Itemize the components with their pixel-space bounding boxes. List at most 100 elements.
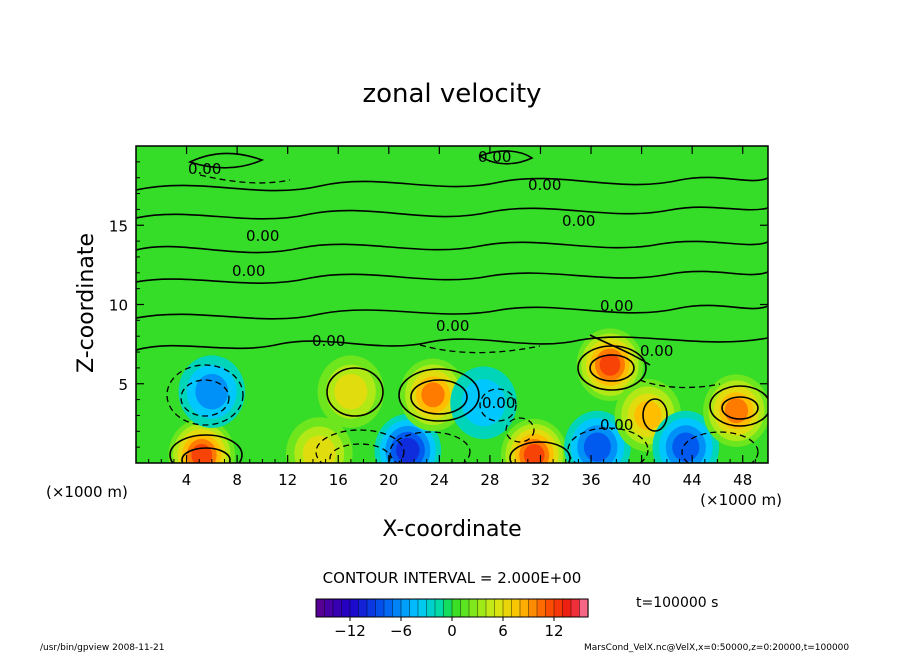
contour-label: 0.00 bbox=[528, 176, 561, 194]
contour-line bbox=[187, 152, 265, 169]
contour-line bbox=[136, 304, 768, 320]
contour-line bbox=[721, 396, 759, 420]
contour-line bbox=[169, 434, 243, 463]
colorbar-swatch bbox=[545, 598, 555, 618]
contour-line bbox=[326, 367, 384, 417]
colorbar-swatch bbox=[366, 598, 377, 618]
contour-line bbox=[642, 398, 668, 432]
colorbar-swatch bbox=[434, 598, 445, 618]
contour-line bbox=[410, 379, 468, 415]
colorbar-swatch bbox=[485, 598, 496, 618]
x-tick-label: 28 bbox=[480, 471, 499, 489]
x-tick-label: 20 bbox=[379, 471, 398, 489]
contour-label: 0.00 bbox=[600, 416, 633, 434]
contour-labels: 0.00 0.00 0.00 0.00 0.00 0.00 0.00 0.00 … bbox=[188, 148, 673, 434]
contour-line bbox=[589, 334, 651, 366]
contour-line-negative bbox=[166, 364, 244, 426]
colorbar-tick-label: 12 bbox=[544, 622, 563, 640]
colorbar-swatch bbox=[443, 598, 453, 618]
field-feature bbox=[178, 355, 246, 429]
y-tick-label: 5 bbox=[118, 376, 128, 394]
contour-line bbox=[709, 385, 768, 427]
colorbar-swatch bbox=[417, 598, 428, 618]
plot-area: 0.00 0.00 0.00 0.00 0.00 0.00 0.00 0.00 … bbox=[135, 145, 769, 464]
contour-label: 0.00 bbox=[600, 297, 633, 315]
time-label: t=100000 s bbox=[636, 595, 718, 611]
colorbar-swatch bbox=[519, 598, 530, 618]
field-level bbox=[195, 373, 229, 410]
colorbar-swatch bbox=[502, 598, 513, 618]
contour-label: 0.00 bbox=[232, 262, 265, 280]
colorbar-swatch bbox=[375, 598, 385, 618]
x-tick-label: 44 bbox=[683, 471, 702, 489]
colorbar-swatch bbox=[468, 598, 479, 618]
contour-line bbox=[136, 336, 768, 351]
x-tick-label: 48 bbox=[733, 471, 752, 489]
colorbar-swatch bbox=[409, 598, 419, 618]
field-level bbox=[302, 435, 336, 463]
field-level bbox=[583, 432, 612, 462]
colorbar-swatch bbox=[511, 598, 521, 618]
field-feature bbox=[317, 355, 385, 429]
contour-line-negative bbox=[199, 174, 291, 184]
x-tick-label: 36 bbox=[581, 471, 600, 489]
contour-lines bbox=[136, 150, 768, 463]
field-level bbox=[634, 400, 662, 430]
colorbar-swatch bbox=[451, 598, 462, 618]
contour-label: 0.00 bbox=[482, 394, 515, 412]
x-unit-right: (×1000 m) bbox=[700, 491, 782, 509]
colorbar-swatch bbox=[392, 598, 402, 618]
colorbar-swatch bbox=[528, 598, 538, 618]
field-level bbox=[334, 373, 368, 410]
colorbar-swatch bbox=[315, 598, 326, 618]
field-level bbox=[523, 444, 545, 463]
x-tick-label: 40 bbox=[632, 471, 651, 489]
contour-line-negative bbox=[389, 431, 471, 463]
field-feature bbox=[652, 410, 720, 463]
contour-label: 0.00 bbox=[478, 148, 511, 166]
contour-line bbox=[181, 447, 231, 463]
field-level bbox=[461, 379, 506, 427]
x-tick-label: 4 bbox=[182, 471, 192, 489]
x-tick-label: 16 bbox=[329, 471, 348, 489]
contour-line bbox=[136, 240, 768, 254]
x-unit-left: (×1000 m) bbox=[46, 483, 128, 501]
contour-line-negative bbox=[180, 379, 230, 417]
colorbar-swatch bbox=[553, 598, 564, 618]
contour-line bbox=[136, 206, 768, 220]
colorbar-tick-label: 0 bbox=[447, 622, 457, 640]
field-level bbox=[599, 353, 621, 376]
colorbar-tick-label: −12 bbox=[334, 622, 366, 640]
contour-label: 0.00 bbox=[640, 342, 673, 360]
colorbar-swatch bbox=[562, 598, 572, 618]
y-tick-label: 10 bbox=[109, 297, 128, 315]
colorbar-swatch bbox=[494, 598, 504, 618]
y-axis-ticks: 5 10 15 bbox=[109, 161, 768, 448]
colorbar-swatch bbox=[400, 598, 411, 618]
x-tick-label: 32 bbox=[531, 471, 550, 489]
colorbar-swatch bbox=[570, 598, 581, 618]
field-level bbox=[672, 432, 700, 462]
colorbar-swatch bbox=[579, 598, 589, 618]
colorbar: −12 −6 0 6 12 bbox=[315, 598, 589, 640]
colorbar-swatch bbox=[426, 598, 436, 618]
colorbar-swatch bbox=[477, 598, 487, 618]
contour-line bbox=[478, 150, 534, 165]
colorbar-tick-label: −6 bbox=[390, 622, 412, 640]
colorbar-swatch bbox=[460, 598, 470, 618]
contour-line bbox=[398, 368, 480, 422]
contour-line bbox=[589, 354, 635, 382]
colorbar-swatch bbox=[324, 598, 334, 618]
contour-line-negative bbox=[329, 443, 391, 463]
contour-label: 0.00 bbox=[188, 160, 221, 178]
contour-label: 0.00 bbox=[246, 227, 279, 245]
colorbar-swatch bbox=[358, 598, 368, 618]
colorbar-swatch bbox=[349, 598, 360, 618]
contour-label: 0.00 bbox=[312, 332, 345, 350]
colorbar-swatches bbox=[315, 598, 589, 618]
contour-line-negative bbox=[639, 379, 721, 389]
field-feature bbox=[168, 418, 235, 463]
chart-title: zonal velocity bbox=[362, 79, 541, 109]
contour-line-negative bbox=[419, 344, 541, 354]
